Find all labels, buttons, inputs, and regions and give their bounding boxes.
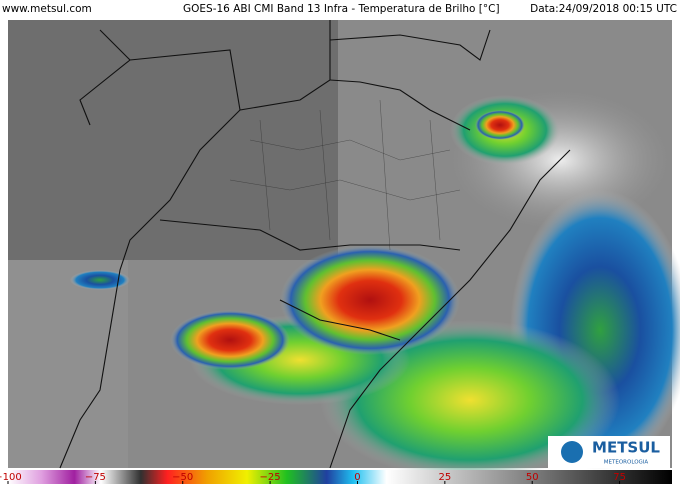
logo-tagline: METEOROLOGIA: [604, 460, 649, 466]
colorbar-tick-label: 50: [526, 472, 539, 483]
map-area: [8, 20, 680, 480]
colorbar-tick-label: 75: [613, 472, 626, 483]
colorbar: −100 −75 −50 −25 0 25 50 75: [0, 470, 672, 484]
logo-globe: [561, 441, 583, 463]
colorbar-tick-label: 0: [354, 472, 360, 483]
colorbar-bar: [8, 470, 672, 484]
colorbar-tick-label: −25: [260, 472, 281, 483]
image-title: GOES-16 ABI CMI Band 13 Infra - Temperat…: [183, 3, 500, 15]
site-url: www.metsul.com: [2, 3, 92, 15]
colorbar-tick-label: 25: [438, 472, 451, 483]
image-date: Data:24/09/2018 00:15 UTC: [530, 3, 677, 15]
logo-name: METSUL: [592, 439, 660, 457]
colorbar-tick-label: −100: [0, 472, 22, 483]
colorbar-tick-label: −75: [85, 472, 106, 483]
colorbar-tick-label: −50: [172, 472, 193, 483]
